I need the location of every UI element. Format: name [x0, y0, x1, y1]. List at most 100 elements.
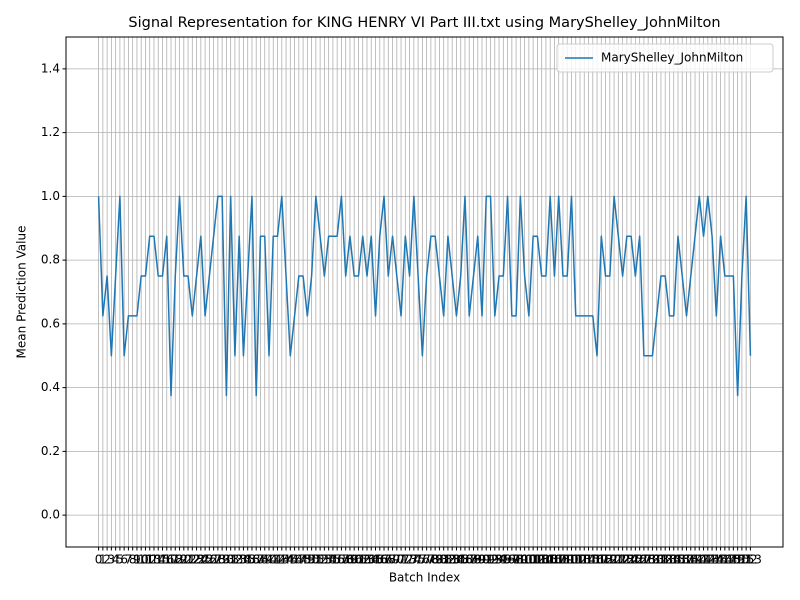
x-tick-label: 111 — [560, 553, 583, 567]
axes-frame — [65, 36, 784, 548]
x-tick-label: 148 — [718, 553, 741, 567]
x-tick-label: 4 — [112, 553, 120, 567]
x-tick-label: 102 — [522, 553, 545, 567]
x-tick-label: 7 — [125, 553, 133, 567]
x-tick-label: 109 — [552, 553, 575, 567]
x-tick-label: 70 — [389, 553, 404, 567]
x-tick-label: 49 — [300, 553, 315, 567]
x-tick-label: 1 — [99, 553, 107, 567]
x-tick-label: 56 — [330, 553, 345, 567]
x-tick-label: 130 — [641, 553, 664, 567]
x-tick-label: 108 — [547, 553, 570, 567]
x-tick-label: 84 — [449, 553, 464, 567]
x-tick-label: 81 — [436, 553, 451, 567]
x-tick-label: 96 — [500, 553, 515, 567]
x-tick-label: 59 — [342, 553, 357, 567]
x-tick-label: 137 — [671, 553, 694, 567]
x-tick-label: 8 — [129, 553, 137, 567]
x-tick-label: 124 — [615, 553, 638, 567]
x-tick-label: 54 — [321, 553, 336, 567]
legend: MaryShelley_JohnMilton — [556, 43, 774, 73]
x-tick-label: 121 — [603, 553, 626, 567]
x-tick-label: 129 — [637, 553, 660, 567]
x-tick-label: 40 — [261, 553, 276, 567]
x-tick-label: 10 — [134, 553, 149, 567]
x-tick-label: 2 — [103, 553, 111, 567]
x-tick-label: 25 — [197, 553, 212, 567]
x-tick-label: 52 — [312, 553, 327, 567]
x-tick-label: 0 — [95, 553, 103, 567]
x-tick-label: 51 — [308, 553, 323, 567]
x-tick-label: 128 — [632, 553, 655, 567]
x-tick-label: 75 — [410, 553, 425, 567]
x-tick-label: 17 — [163, 553, 178, 567]
x-tick-label: 119 — [594, 553, 617, 567]
x-tick-label: 60 — [347, 553, 362, 567]
x-tick-label: 28 — [210, 553, 225, 567]
x-tick-label: 139 — [679, 553, 702, 567]
x-tick-label: 37 — [249, 553, 264, 567]
x-tick-label: 107 — [543, 553, 566, 567]
y-tick-label: 1.4 — [41, 61, 60, 75]
x-tick-label: 22 — [185, 553, 200, 567]
x-tick-label: 98 — [508, 553, 523, 567]
x-tick-label: 138 — [675, 553, 698, 567]
x-tick-label: 30 — [219, 553, 234, 567]
x-tick-label: 23 — [189, 553, 204, 567]
x-tick-label: 122 — [607, 553, 630, 567]
x-tick-label: 120 — [598, 553, 621, 567]
x-tick-label: 31 — [223, 553, 238, 567]
x-tick-label: 141 — [688, 553, 711, 567]
x-tick-label: 133 — [654, 553, 677, 567]
x-tick-label: 140 — [684, 553, 707, 567]
x-tick-label: 62 — [355, 553, 370, 567]
x-tick-label: 48 — [295, 553, 310, 567]
x-tick-label: 147 — [713, 553, 736, 567]
grid — [66, 37, 783, 547]
x-tick-label: 3 — [108, 553, 116, 567]
x-tick-label: 127 — [628, 553, 651, 567]
y-tick-label: 1.0 — [41, 189, 60, 203]
x-tick-label: 42 — [270, 553, 285, 567]
x-tick-label: 36 — [244, 553, 259, 567]
x-tick-label: 72 — [398, 553, 413, 567]
x-tick-label: 135 — [662, 553, 685, 567]
x-tick-label: 91 — [479, 553, 494, 567]
x-tick-label: 64 — [364, 553, 379, 567]
y-tick-label: 0.4 — [41, 380, 60, 394]
x-tick-label: 101 — [517, 553, 540, 567]
y-tick-label: 0.8 — [41, 253, 60, 267]
data-line — [97, 195, 752, 397]
x-tick-label: 5 — [116, 553, 124, 567]
x-tick-label: 117 — [586, 553, 609, 567]
x-tick-label: 53 — [317, 553, 332, 567]
x-tick-label: 85 — [453, 553, 468, 567]
x-tick-label: 136 — [667, 553, 690, 567]
x-tick-label: 118 — [590, 553, 613, 567]
x-tick-label: 80 — [432, 553, 447, 567]
x-tick-label: 34 — [236, 553, 251, 567]
x-tick-label: 12 — [142, 553, 157, 567]
x-tick-label: 149 — [722, 553, 745, 567]
x-tick-label: 79 — [428, 553, 443, 567]
chart-title: Signal Representation for KING HENRY VI … — [128, 15, 720, 31]
x-tick-label: 26 — [202, 553, 217, 567]
x-tick-label: 20 — [176, 553, 191, 567]
x-tick-label: 14 — [151, 553, 166, 567]
x-tick-label: 146 — [709, 553, 732, 567]
x-tick-label: 44 — [278, 553, 293, 567]
x-tick-label: 77 — [419, 553, 434, 567]
x-tick-label: 132 — [649, 553, 672, 567]
x-tick-label: 97 — [504, 553, 519, 567]
x-tick-label: 92 — [483, 553, 498, 567]
x-tick-label: 6 — [120, 553, 128, 567]
x-tick-label: 39 — [257, 553, 272, 567]
x-tick-label: 29 — [214, 553, 229, 567]
x-tick-label: 13 — [146, 553, 161, 567]
x-tick-label: 90 — [474, 553, 489, 567]
x-tick-label: 76 — [415, 553, 430, 567]
x-tick-label: 115 — [577, 553, 600, 567]
x-tick-label: 153 — [739, 553, 762, 567]
